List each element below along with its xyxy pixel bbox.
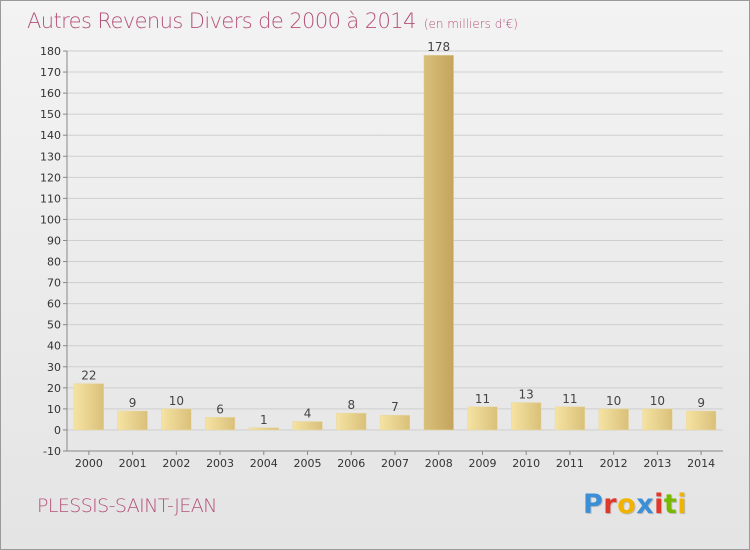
- bar: [642, 408, 673, 431]
- bar: [423, 54, 454, 431]
- x-tick-label: 2003: [206, 457, 234, 470]
- brand-letter: i: [677, 489, 688, 520]
- bar: [248, 427, 279, 431]
- bar-value-label: 178: [427, 40, 450, 54]
- bar-value-label: 4: [304, 407, 312, 421]
- bar-value-label: 1: [260, 413, 268, 427]
- bar-value-label: 11: [562, 392, 577, 406]
- bar: [336, 412, 367, 431]
- bar: [161, 408, 192, 431]
- x-tick-label: 2008: [425, 457, 453, 470]
- y-tick-label: 80: [47, 256, 61, 269]
- y-tick-label: 100: [40, 213, 61, 226]
- bar: [204, 417, 236, 431]
- y-tick-label: 60: [47, 298, 61, 311]
- brand-letter: o: [617, 489, 637, 520]
- bar-value-label: 10: [606, 394, 621, 408]
- x-tick-label: 2004: [250, 457, 278, 470]
- y-tick-label: 130: [40, 150, 61, 163]
- bar: [292, 421, 323, 431]
- y-tick-label: 90: [47, 234, 61, 247]
- x-tick-label: 2007: [381, 457, 409, 470]
- brand-letter: i: [654, 489, 664, 520]
- x-tick-label: 2013: [643, 457, 671, 470]
- x-tick-label: 2009: [468, 457, 496, 470]
- y-tick-label: 20: [47, 382, 61, 395]
- bar-value-label: 13: [519, 388, 534, 402]
- bar: [686, 410, 717, 431]
- brand-letter: t: [663, 489, 678, 520]
- x-tick-label: 2000: [75, 457, 103, 470]
- y-tick-label: 70: [47, 277, 61, 290]
- y-tick-label: 180: [40, 45, 61, 58]
- y-tick-label: 160: [40, 87, 61, 100]
- x-tick-label: 2005: [294, 457, 322, 470]
- bar-value-label: 22: [81, 369, 96, 383]
- bar: [598, 408, 629, 431]
- x-tick-label: 2006: [337, 457, 365, 470]
- brand-letter: x: [636, 489, 655, 520]
- y-tick-label: 150: [40, 108, 61, 121]
- bar: [73, 383, 104, 431]
- y-tick-label: 120: [40, 171, 61, 184]
- bar-value-label: 8: [347, 398, 355, 412]
- y-tick-label: 110: [40, 192, 61, 205]
- y-tick-label: 10: [47, 403, 61, 416]
- bar-value-label: 7: [391, 400, 399, 414]
- bar: [511, 402, 542, 431]
- x-tick-label: 2002: [162, 457, 190, 470]
- x-tick-label: 2014: [687, 457, 715, 470]
- y-tick-label: 140: [40, 129, 61, 142]
- bar-value-label: 10: [169, 394, 184, 408]
- bar-value-label: 9: [697, 396, 705, 410]
- x-tick-label: 2010: [512, 457, 540, 470]
- bar-value-label: 10: [650, 394, 665, 408]
- x-tick-label: 2001: [119, 457, 147, 470]
- chart-title-text: Autres Revenus Divers de 2000 à 2014: [27, 9, 416, 33]
- chart-title: Autres Revenus Divers de 2000 à 2014 (en …: [27, 9, 518, 33]
- y-tick-label: 30: [47, 361, 61, 374]
- bar-value-label: 6: [216, 402, 224, 416]
- bar-value-label: 9: [129, 396, 137, 410]
- place-name: PLESSIS-SAINT-JEAN: [37, 495, 217, 517]
- bar: [467, 406, 498, 431]
- y-tick-label: 40: [47, 340, 61, 353]
- bar: [117, 410, 148, 431]
- y-tick-label: 0: [54, 424, 61, 437]
- y-tick-label: 50: [47, 319, 61, 332]
- brand-letter: P: [583, 489, 604, 520]
- brand-logo: Proxiti: [583, 489, 687, 520]
- brand-letter: r: [603, 489, 618, 520]
- y-tick-label: -10: [43, 445, 61, 458]
- x-tick-label: 2012: [600, 457, 628, 470]
- bar-value-label: 11: [475, 392, 490, 406]
- bar: [554, 406, 586, 431]
- chart-unit: (en milliers d'€): [423, 17, 518, 31]
- bar: [379, 414, 411, 431]
- x-tick-label: 2011: [556, 457, 584, 470]
- y-tick-label: 170: [40, 66, 61, 79]
